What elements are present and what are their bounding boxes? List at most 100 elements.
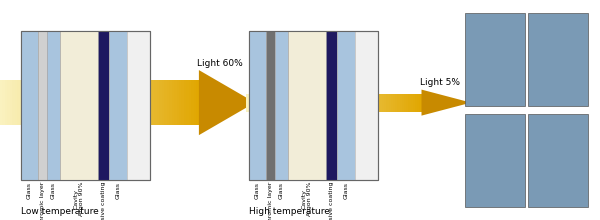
Bar [275, 31, 288, 180]
Bar [167, 80, 170, 125]
Text: Low emissive coating: Low emissive coating [329, 182, 334, 220]
Text: Cavity
Argon 90%: Cavity Argon 90% [74, 182, 85, 216]
Bar [47, 80, 50, 125]
Bar [356, 94, 358, 112]
Bar [386, 94, 389, 112]
Bar [347, 94, 350, 112]
Bar [337, 31, 355, 180]
Bar [55, 80, 58, 125]
Bar [72, 80, 75, 125]
Bar [312, 94, 314, 112]
Bar [415, 94, 418, 112]
Bar [249, 31, 378, 180]
Bar [286, 94, 288, 112]
Bar [332, 94, 334, 112]
Bar [255, 94, 257, 112]
Bar [263, 94, 266, 112]
Bar [60, 31, 98, 180]
Bar [391, 94, 394, 112]
Bar [57, 80, 60, 125]
Bar [389, 94, 391, 112]
Bar [13, 80, 16, 125]
Text: Cavity
Argon 90%: Cavity Argon 90% [302, 182, 313, 216]
Bar [417, 94, 420, 112]
Bar [127, 80, 130, 125]
Bar [268, 94, 271, 112]
Bar [124, 80, 127, 125]
Bar [77, 80, 80, 125]
Text: Thermochromic layer: Thermochromic layer [268, 182, 273, 220]
Bar [277, 94, 280, 112]
Bar [292, 94, 295, 112]
Text: Glass: Glass [27, 182, 32, 198]
Bar [181, 80, 185, 125]
Bar [122, 80, 125, 125]
Bar [179, 80, 182, 125]
Text: Low emissive coating: Low emissive coating [101, 182, 106, 220]
Bar [152, 80, 155, 125]
Bar [149, 80, 152, 125]
Text: Light 60%: Light 60% [197, 59, 243, 68]
Bar [100, 80, 103, 125]
Polygon shape [199, 70, 255, 135]
Bar [67, 80, 70, 125]
Bar [191, 80, 194, 125]
Bar [144, 80, 147, 125]
Bar [0, 80, 3, 125]
Bar [196, 80, 200, 125]
Bar [262, 94, 264, 112]
Bar [17, 80, 20, 125]
Text: Light 5%: Light 5% [421, 79, 460, 88]
Bar [189, 80, 192, 125]
Bar [10, 80, 13, 125]
Bar [307, 94, 310, 112]
Bar [21, 31, 150, 180]
Bar [80, 80, 83, 125]
Bar [413, 94, 416, 112]
Bar [94, 80, 98, 125]
Bar [45, 80, 48, 125]
Bar [360, 94, 363, 112]
Bar [257, 94, 260, 112]
Bar [343, 94, 346, 112]
Bar [161, 80, 164, 125]
Bar [159, 80, 162, 125]
Bar [349, 94, 352, 112]
Bar [50, 80, 53, 125]
Bar [275, 94, 277, 112]
Bar [38, 31, 47, 180]
Bar [316, 94, 319, 112]
Bar [320, 94, 323, 112]
Bar [382, 94, 385, 112]
Bar [119, 80, 122, 125]
Bar [115, 80, 118, 125]
Bar [310, 94, 313, 112]
Bar [340, 94, 343, 112]
Bar [142, 80, 145, 125]
Bar [283, 94, 286, 112]
Bar [419, 94, 422, 112]
Bar [329, 94, 332, 112]
Bar [371, 94, 374, 112]
Polygon shape [421, 90, 471, 116]
Bar [21, 31, 38, 180]
Bar [373, 94, 376, 112]
Bar [397, 94, 400, 112]
Bar [303, 94, 306, 112]
Bar [97, 80, 100, 125]
Bar [402, 94, 404, 112]
Text: Thermochromic layer: Thermochromic layer [40, 182, 45, 220]
Bar [353, 94, 356, 112]
Text: Glass: Glass [115, 182, 120, 198]
Bar [5, 80, 8, 125]
Bar [528, 114, 588, 207]
Bar [139, 80, 142, 125]
Bar [87, 80, 90, 125]
Bar [281, 94, 284, 112]
Bar [40, 80, 43, 125]
Bar [323, 94, 326, 112]
Bar [248, 94, 251, 112]
Bar [336, 94, 339, 112]
Bar [358, 94, 361, 112]
Bar [62, 80, 65, 125]
